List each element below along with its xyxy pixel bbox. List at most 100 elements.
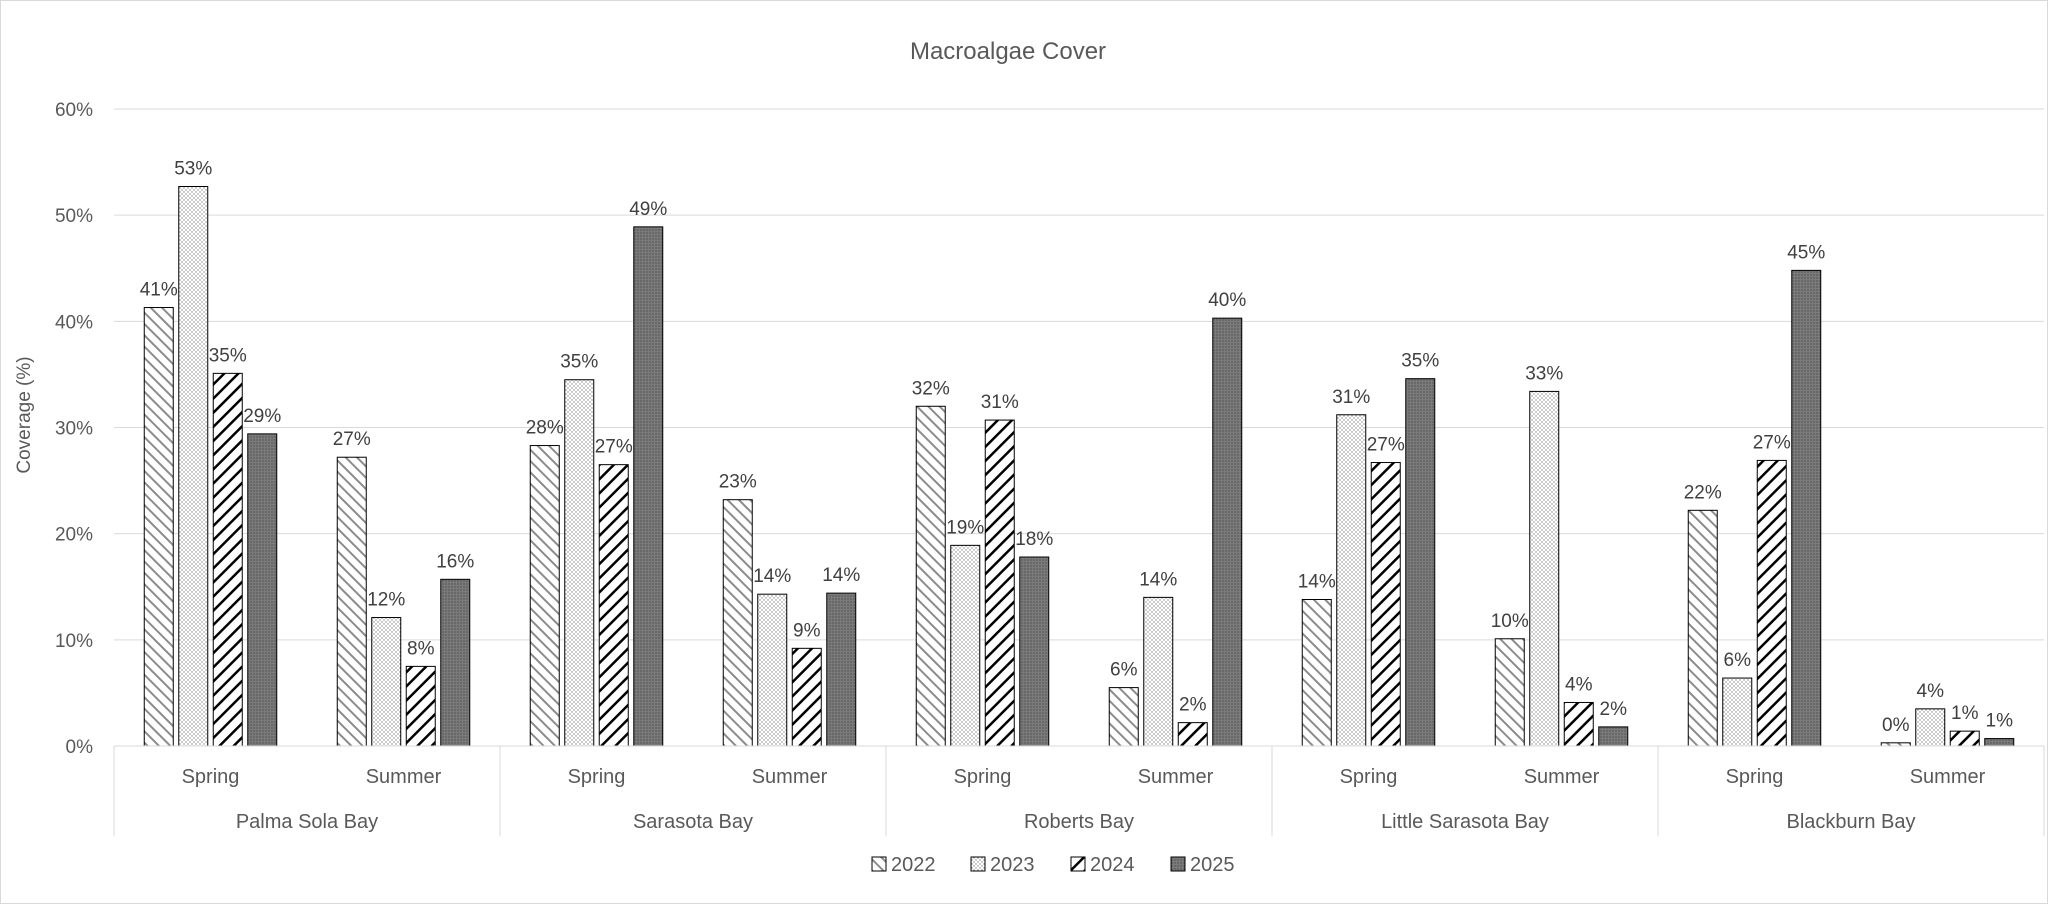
bar-2022 [1108,687,1139,747]
data-label: 6% [1110,660,1138,681]
x-tick-label: Summer [1138,766,1214,788]
legend-label: 2022 [891,854,936,876]
y-tick-label: 60% [55,100,93,121]
data-label: 4% [1565,674,1593,695]
x-tick-label: Summer [752,766,828,788]
legend-swatch [871,856,887,872]
x-tick-label: Summer [366,766,442,788]
data-label: 49% [629,199,667,220]
data-label: 41% [140,280,178,301]
data-label: 27% [1367,435,1405,456]
bar-2022 [143,307,174,747]
data-label: 16% [436,551,474,572]
data-label: 1% [1951,703,1979,724]
bars [143,186,2015,747]
bar-2023 [1143,596,1174,747]
x-tick-label: Spring [1340,766,1398,788]
bar-2025 [633,226,664,747]
data-label: 53% [174,159,212,180]
bar-2023 [178,186,209,747]
bar-2025 [1212,317,1243,747]
bar-2024 [1370,462,1401,747]
data-label: 27% [595,437,633,458]
bar-2023 [1336,414,1367,747]
x-group-label: Palma Sola Bay [236,811,378,833]
data-label: 27% [333,429,371,450]
bar-2023 [757,593,788,747]
bar-2024 [1756,459,1787,747]
data-label: 31% [1332,387,1370,408]
bar-2023 [1722,677,1753,747]
data-label: 1% [1986,711,2014,732]
bar-2024 [984,419,1015,747]
bar-2024 [212,372,243,747]
x-tick-label: Spring [954,766,1012,788]
x-group-label: Roberts Bay [1024,811,1134,833]
bar-2024 [1177,722,1208,747]
y-tick-label: 10% [55,631,93,652]
bar-2024 [791,647,822,747]
data-label: 2% [1179,695,1207,716]
legend-item-2022: 2022 [871,854,936,876]
x-tick-label: Spring [568,766,626,788]
legend-item-2023: 2023 [970,854,1035,876]
bar-2024 [405,665,436,747]
bar-2022 [722,499,753,747]
y-tick-label: 30% [55,419,93,440]
bar-2022 [1687,509,1718,747]
y-axis-ticks: 0% 10% 20% 30% 40% 50% 60% [55,100,93,758]
bar-2022 [1494,638,1525,747]
data-label: 14% [822,565,860,586]
data-label: 4% [1917,681,1945,702]
x-axis: Spring Summer Palma Sola Bay Spring Summer Sa… [113,745,2045,836]
data-label: 40% [1208,290,1246,311]
data-label: 2% [1600,699,1628,720]
legend-item-2025: 2025 [1170,854,1235,876]
data-label: 8% [407,638,435,659]
bar-2023 [1915,708,1946,747]
data-labels: 41% 27% 28% 23% 32% 6% 14% 10% 22% 0% 53% 12% 35% 14%… [140,159,2013,736]
y-tick-label: 20% [55,525,93,546]
gridlines [114,108,2044,641]
x-tick-label: Summer [1524,766,1600,788]
data-label: 33% [1525,363,1563,384]
bar-2025 [1791,269,1822,747]
legend-label: 2023 [990,854,1035,876]
data-label: 0% [1882,715,1910,736]
legend-swatch [970,856,986,872]
bar-2023 [950,544,981,747]
bar-2025 [1984,738,2015,747]
bar-2024 [1563,701,1594,747]
data-label: 35% [209,345,247,366]
data-label: 12% [367,590,405,611]
data-label: 14% [1139,569,1177,590]
data-label: 32% [912,378,950,399]
legend: 2022 2023 2024 2025 [871,854,1235,876]
data-label: 35% [560,352,598,373]
bar-2023 [371,617,402,747]
bar-2024 [598,464,629,747]
legend-label: 2024 [1090,854,1135,876]
data-label: 22% [1684,482,1722,503]
data-label: 6% [1724,650,1752,671]
legend-item-2024: 2024 [1070,854,1135,876]
bar-2025 [440,578,471,747]
y-tick-label: 0% [66,737,94,758]
data-label: 9% [793,620,821,641]
data-label: 28% [526,418,564,439]
data-label: 18% [1015,529,1053,550]
data-label: 27% [1753,432,1791,453]
bar-2022 [529,445,560,747]
x-group-label: Sarasota Bay [633,811,753,833]
y-tick-label: 40% [55,312,93,333]
legend-swatch [1070,856,1086,872]
data-label: 14% [1298,571,1336,592]
bar-2022 [915,405,946,747]
data-label: 35% [1401,351,1439,372]
chart-title: Macroalgae Cover [910,38,1106,65]
y-tick-label: 50% [55,206,93,227]
legend-swatch [1170,856,1186,872]
data-label: 29% [243,406,281,427]
